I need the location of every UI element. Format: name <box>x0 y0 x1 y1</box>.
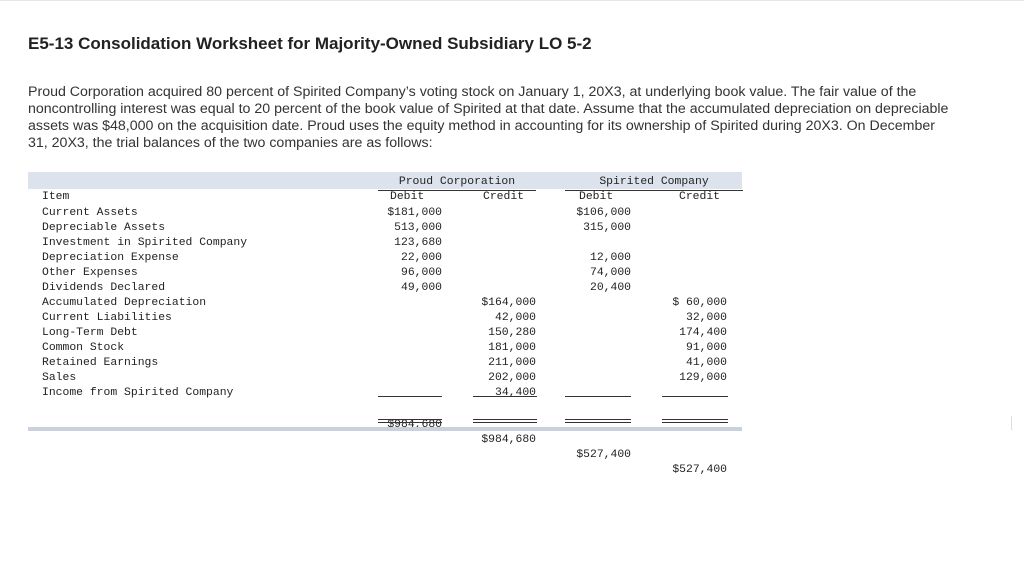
table-row: Sales 202,000 129,000 <box>28 371 742 386</box>
table-row: Income from Spirited Company 34,400 <box>28 386 742 401</box>
totals-row: $984,680 $984,680 $527,400 $527,400 <box>28 403 742 476</box>
item-column-header: Item <box>42 191 70 203</box>
row-item-label: Depreciable Assets <box>42 222 166 234</box>
table-row: Depreciation Expense 22,000 12,000 <box>28 251 742 266</box>
table-row: Accumulated Depreciation $164,000 $ 60,000 <box>28 296 742 311</box>
total-spirited-debit: $527,400 <box>576 449 631 461</box>
proud-debit-header: Debit <box>390 191 425 203</box>
row-item-label: Investment in Spirited Company <box>42 237 248 249</box>
table-footer-shade <box>28 427 742 431</box>
spirited-credit-header: Credit <box>679 191 721 203</box>
row-item-label: Sales <box>42 372 77 384</box>
row-proud-debit: 123,680 <box>394 237 442 249</box>
page-title: E5-13 Consolidation Worksheet for Majori… <box>28 34 592 53</box>
row-proud-credit: $164,000 <box>481 297 536 309</box>
row-item-label: Accumulated Depreciation <box>42 297 207 309</box>
row-proud-credit: 211,000 <box>488 357 536 369</box>
table-row: Current Assets $181,000 $106,000 <box>28 206 742 221</box>
spirited-debit-total-rule <box>565 396 631 397</box>
top-divider <box>0 0 1024 5</box>
group-header-proud: Proud Corporation <box>378 175 536 191</box>
row-item-label: Common Stock <box>42 342 125 354</box>
table-row: Common Stock 181,000 91,000 <box>28 341 742 356</box>
table-row: Other Expenses 96,000 74,000 <box>28 266 742 281</box>
proud-credit-double-rule <box>473 419 537 423</box>
table-row: Long-Term Debt 150,280 174,400 <box>28 326 742 341</box>
row-spirited-credit: 129,000 <box>679 372 727 384</box>
row-proud-credit: 150,280 <box>488 327 536 339</box>
row-item-label: Retained Earnings <box>42 357 159 369</box>
table-row: Dividends Declared 49,000 20,400 <box>28 281 742 296</box>
row-spirited-debit: $106,000 <box>576 207 631 219</box>
row-proud-credit: 42,000 <box>494 312 536 324</box>
table-row: Investment in Spirited Company 123,680 <box>28 236 742 251</box>
row-spirited-debit: 315,000 <box>583 222 631 234</box>
spirited-debit-double-rule <box>565 419 631 423</box>
table-row: Depreciable Assets 513,000 315,000 <box>28 221 742 236</box>
row-item-label: Income from Spirited Company <box>42 387 234 399</box>
row-spirited-credit: $ 60,000 <box>672 297 727 309</box>
proud-debit-double-rule <box>378 419 442 423</box>
spirited-debit-header: Debit <box>579 191 614 203</box>
proud-debit-total-rule <box>378 396 442 397</box>
row-spirited-credit: 41,000 <box>685 357 727 369</box>
spirited-credit-double-rule <box>662 419 728 423</box>
row-spirited-debit: 74,000 <box>589 267 631 279</box>
row-item-label: Other Expenses <box>42 267 138 279</box>
row-spirited-credit: 32,000 <box>685 312 727 324</box>
table-row: Current Liabilities 42,000 32,000 <box>28 311 742 326</box>
proud-credit-total-rule <box>473 396 537 397</box>
table-header-shade <box>28 172 742 189</box>
row-proud-credit: 202,000 <box>488 372 536 384</box>
row-item-label: Current Assets <box>42 207 138 219</box>
row-item-label: Dividends Declared <box>42 282 166 294</box>
row-proud-credit: 34,400 <box>494 387 536 399</box>
row-spirited-credit: 174,400 <box>679 327 727 339</box>
row-proud-debit: 513,000 <box>394 222 442 234</box>
row-spirited-debit: 20,400 <box>589 282 631 294</box>
row-item-label: Long-Term Debt <box>42 327 138 339</box>
total-proud-credit: $984,680 <box>481 434 536 446</box>
scrollbar[interactable] <box>1011 416 1020 430</box>
problem-description: Proud Corporation acquired 80 percent of… <box>28 84 949 151</box>
row-proud-debit: 22,000 <box>400 252 442 264</box>
spirited-credit-total-rule <box>662 396 728 397</box>
row-item-label: Depreciation Expense <box>42 252 179 264</box>
total-spirited-credit: $527,400 <box>672 464 727 476</box>
row-spirited-credit: 91,000 <box>685 342 727 354</box>
row-proud-credit: 181,000 <box>488 342 536 354</box>
row-item-label: Current Liabilities <box>42 312 172 324</box>
row-proud-debit: $181,000 <box>387 207 442 219</box>
row-proud-debit: 96,000 <box>400 267 442 279</box>
trial-balance-table: Proud Corporation Spirited Company Item … <box>28 172 743 476</box>
row-proud-debit: 49,000 <box>400 282 442 294</box>
table-row: Retained Earnings 211,000 41,000 <box>28 356 742 371</box>
row-spirited-debit: 12,000 <box>589 252 631 264</box>
group-header-spirited: Spirited Company <box>565 175 743 191</box>
proud-credit-header: Credit <box>483 191 525 203</box>
